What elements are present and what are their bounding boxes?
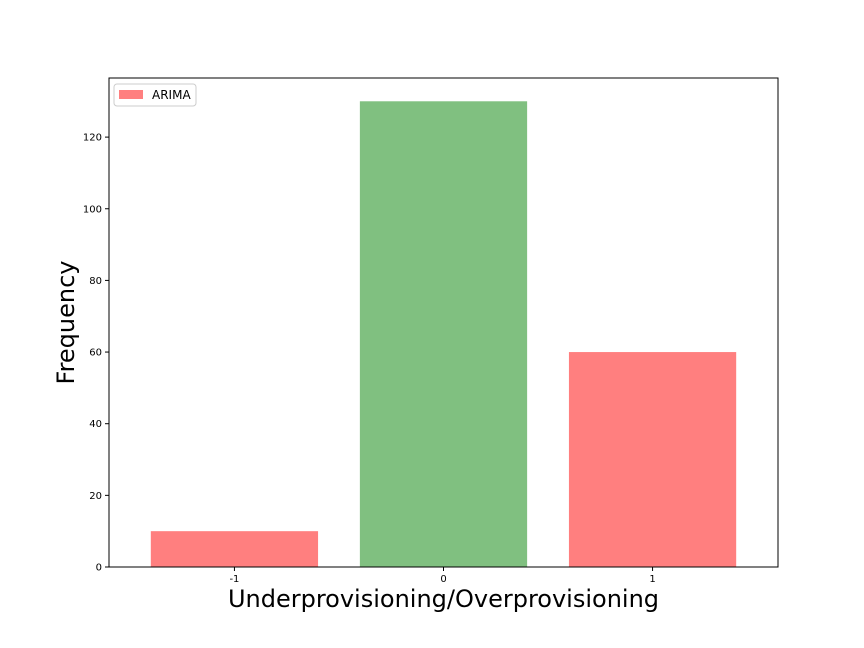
legend: ARIMA bbox=[113, 83, 197, 107]
y-tick-label: 80 bbox=[89, 276, 102, 287]
legend-frame bbox=[113, 83, 197, 107]
plot-frame bbox=[108, 77, 779, 568]
legend-label-arima: ARIMA bbox=[152, 88, 191, 102]
y-tick-label: 100 bbox=[83, 204, 102, 215]
bar-1 bbox=[568, 352, 737, 567]
x-tick-label: 1 bbox=[649, 574, 655, 585]
y-axis-label: Frequency bbox=[52, 261, 80, 385]
x-axis-label: Underprovisioning/Overprovisioning bbox=[228, 585, 659, 613]
x-tick-label: 0 bbox=[440, 574, 446, 585]
y-tick-label: 0 bbox=[96, 563, 102, 574]
y-tick-label: 20 bbox=[89, 491, 102, 502]
x-ticks-group: -1 0 1 bbox=[229, 567, 656, 585]
legend-swatch-arima bbox=[119, 90, 143, 99]
x-tick-label: -1 bbox=[229, 574, 239, 585]
y-tick-label: 60 bbox=[89, 348, 102, 359]
bar--1 bbox=[150, 531, 319, 567]
y-tick-label: 40 bbox=[89, 419, 102, 430]
y-ticks-group: 0 20 40 60 80 100 120 bbox=[83, 133, 109, 574]
bars-group bbox=[150, 101, 737, 568]
bar-0 bbox=[359, 101, 528, 568]
y-tick-label: 120 bbox=[83, 133, 102, 144]
